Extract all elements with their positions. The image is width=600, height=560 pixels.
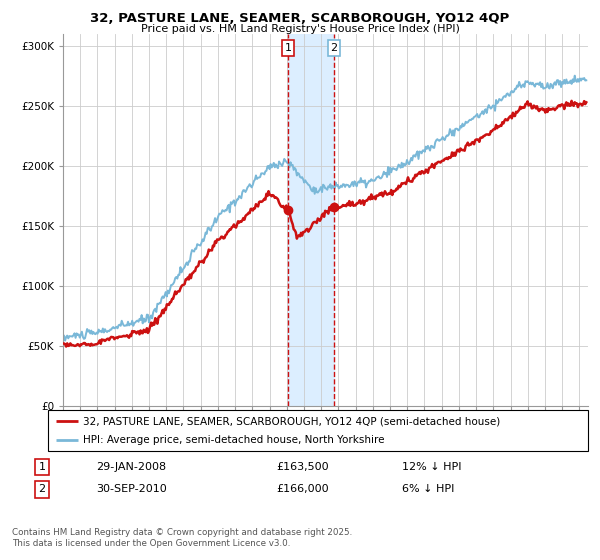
Text: 1: 1 [38,462,46,472]
Text: £163,500: £163,500 [276,462,329,472]
Text: HPI: Average price, semi-detached house, North Yorkshire: HPI: Average price, semi-detached house,… [83,435,385,445]
Text: £166,000: £166,000 [276,484,329,494]
Text: 29-JAN-2008: 29-JAN-2008 [96,462,166,472]
Text: 6% ↓ HPI: 6% ↓ HPI [402,484,454,494]
Text: 32, PASTURE LANE, SEAMER, SCARBOROUGH, YO12 4QP: 32, PASTURE LANE, SEAMER, SCARBOROUGH, Y… [91,12,509,25]
FancyBboxPatch shape [48,410,588,451]
Text: 2: 2 [38,484,46,494]
Bar [288,34,334,406]
Text: Price paid vs. HM Land Registry's House Price Index (HPI): Price paid vs. HM Land Registry's House … [140,24,460,34]
Text: 30-SEP-2010: 30-SEP-2010 [96,484,167,494]
Text: 2: 2 [331,43,338,53]
Text: 12% ↓ HPI: 12% ↓ HPI [402,462,461,472]
Text: 1: 1 [284,43,292,53]
Text: 32, PASTURE LANE, SEAMER, SCARBOROUGH, YO12 4QP (semi-detached house): 32, PASTURE LANE, SEAMER, SCARBOROUGH, Y… [83,417,500,426]
Text: Contains HM Land Registry data © Crown copyright and database right 2025.
This d: Contains HM Land Registry data © Crown c… [12,528,352,548]
